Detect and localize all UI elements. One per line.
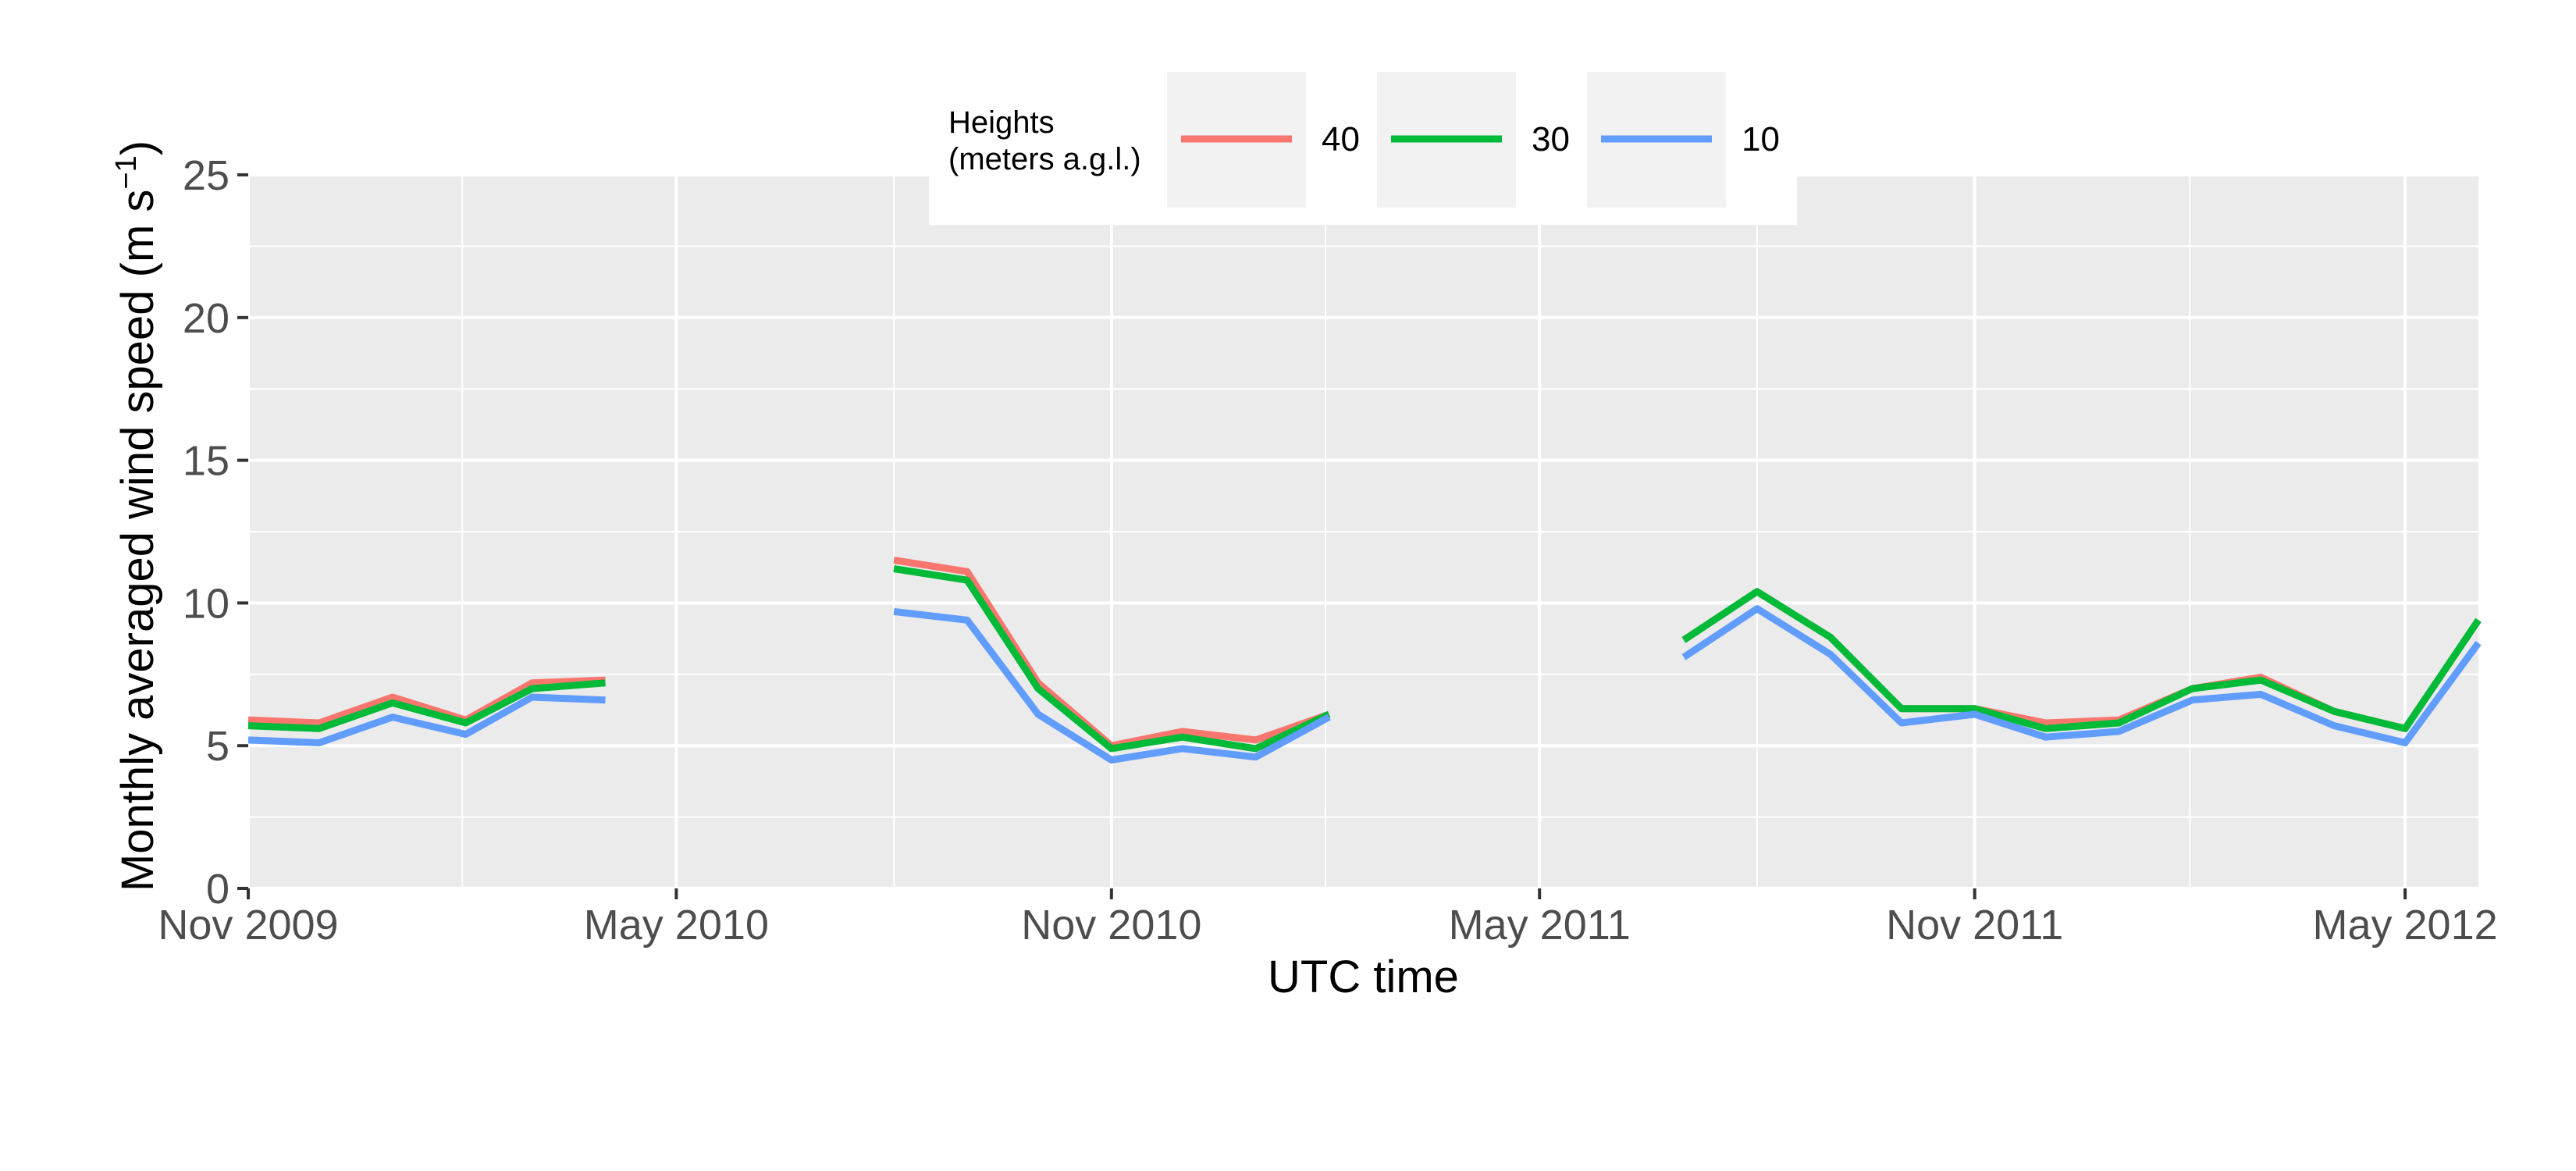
series-line-segment bbox=[247, 676, 606, 727]
series-line-segment bbox=[247, 693, 606, 746]
legend-label: 40 bbox=[1322, 120, 1360, 158]
series-line-segment bbox=[893, 565, 1331, 753]
x-tick-label: May 2011 bbox=[1449, 902, 1631, 949]
minor-gridlines bbox=[248, 175, 2478, 888]
y-tick-label: 5 bbox=[206, 723, 229, 770]
x-tick-label: Nov 2010 bbox=[1021, 902, 1201, 949]
legend-item-30: 30 bbox=[1377, 72, 1570, 208]
y-tick-label: 20 bbox=[183, 295, 229, 342]
x-axis-title: UTC time bbox=[1268, 952, 1459, 1002]
series-line-segment bbox=[893, 607, 1331, 763]
x-tick-label: May 2012 bbox=[2313, 902, 2498, 949]
legend-title-line2: (meters a.g.l.) bbox=[948, 142, 1141, 176]
series-30 bbox=[247, 565, 2482, 753]
legend-label: 10 bbox=[1742, 120, 1780, 158]
series-10 bbox=[247, 605, 2482, 763]
y-axis-title-main: Monthly averaged wind speed (m s bbox=[112, 190, 163, 892]
legend-title-line1: Heights bbox=[948, 105, 1055, 140]
series-line-segment bbox=[247, 679, 606, 732]
series-line-segment bbox=[1681, 605, 2482, 746]
x-tick-label: Nov 2011 bbox=[1886, 902, 2063, 949]
x-tick-label: Nov 2009 bbox=[158, 902, 338, 949]
y-tick-label: 0 bbox=[206, 866, 229, 913]
series-lines bbox=[247, 557, 2482, 763]
axis-ticks bbox=[237, 173, 2407, 899]
series-line-segment bbox=[1681, 588, 2482, 732]
legend-items: 40 30 10 bbox=[1167, 72, 1780, 208]
legend: Heights (meters a.g.l.) 40 30 10 bbox=[929, 69, 1797, 225]
legend-item-40: 40 bbox=[1167, 72, 1360, 208]
y-tick-label: 10 bbox=[183, 580, 229, 627]
y-axis-title-close: ) bbox=[112, 141, 163, 155]
y-tick-label: 15 bbox=[183, 438, 229, 485]
y-tick-label: 25 bbox=[183, 152, 229, 199]
y-tick-labels: 0 5 10 15 20 25 bbox=[183, 152, 229, 913]
y-axis-title: Monthly averaged wind speed (m s−1) bbox=[110, 141, 163, 892]
y-axis-title-superscript: −1 bbox=[110, 155, 143, 189]
legend-item-10: 10 bbox=[1587, 72, 1780, 208]
x-tick-labels: Nov 2009 May 2010 Nov 2010 May 2011 Nov 2011… bbox=[158, 902, 2497, 949]
x-tick-label: May 2010 bbox=[584, 902, 769, 949]
legend-label: 30 bbox=[1532, 120, 1570, 158]
